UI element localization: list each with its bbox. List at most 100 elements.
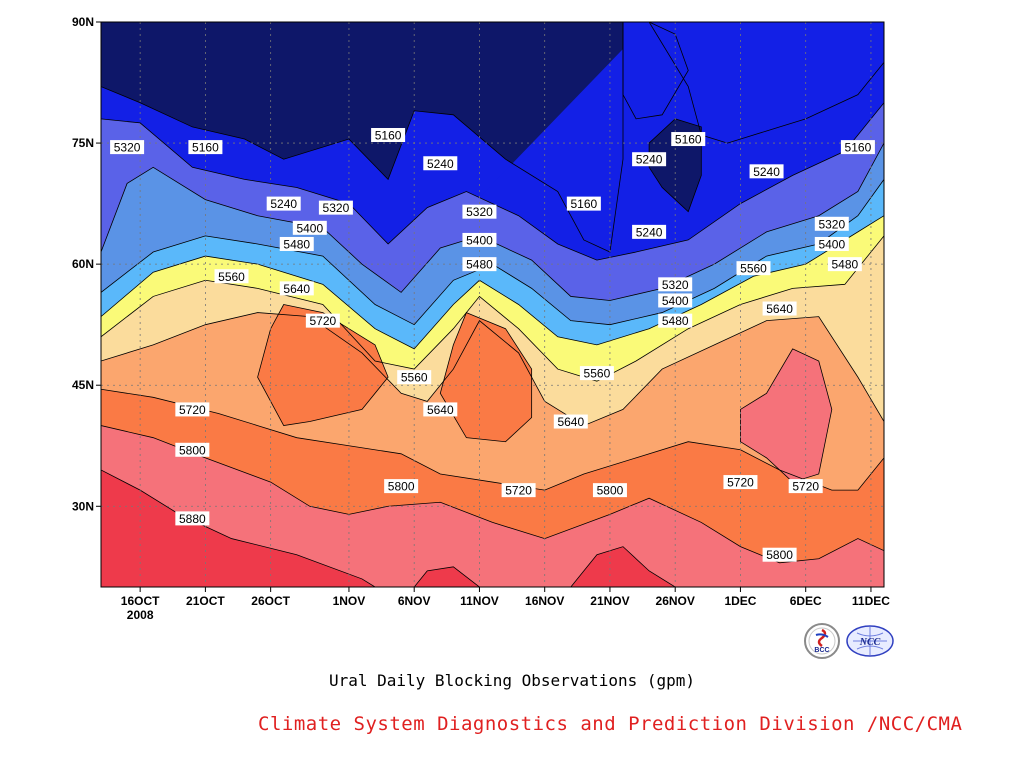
y-tick-label: 60N	[72, 257, 94, 271]
ncc-logo: NCC	[846, 625, 894, 657]
x-tick-label: 6NOV	[398, 594, 431, 608]
contour-label-bg	[671, 132, 706, 147]
contour-label: 5800	[388, 480, 415, 494]
contour-label-bg	[175, 402, 210, 417]
contour-label-bg	[814, 236, 849, 251]
contour-label: 5720	[727, 476, 754, 490]
contour-label: 5160	[375, 129, 402, 143]
contour-label: 5880	[179, 512, 206, 526]
contour-label: 5240	[427, 157, 454, 171]
x-tick-label: 21NOV	[590, 594, 629, 608]
contour-label: 5480	[283, 237, 310, 251]
contour-line-5160	[648, 22, 884, 144]
x-tick-sublabel: 2008	[127, 608, 154, 622]
contour-label: 5160	[845, 141, 872, 155]
plot-frame	[100, 21, 885, 588]
y-tick-label: 75N	[72, 136, 94, 150]
contour-labels: 5320 5160 5240 5320 5160 5240 5400 5480 5560 5640…	[110, 128, 875, 562]
contour-label-bg	[175, 442, 210, 457]
contour-label-bg	[840, 140, 875, 155]
contour-label-bg	[632, 152, 667, 167]
contour-label-bg	[723, 475, 758, 490]
contour-label-bg	[371, 128, 406, 142]
bcc-logo: BCC	[804, 623, 840, 659]
y-tick-label: 30N	[72, 499, 94, 513]
contour-label-bg	[462, 232, 497, 247]
contour-line-5560	[101, 235, 884, 382]
contour-label: 5640	[283, 282, 310, 296]
x-tick-label: 26NOV	[656, 594, 695, 608]
contour-label: 5320	[818, 217, 845, 231]
contour-label: 5240	[753, 165, 780, 179]
contour-label: 5800	[766, 548, 793, 562]
contour-label-bg	[318, 200, 353, 215]
contour-label: 5320	[114, 141, 141, 155]
credit-line: Climate System Diagnostics and Predictio…	[258, 713, 963, 735]
contour-label-bg	[397, 370, 432, 385]
contour-label-bg	[579, 366, 614, 381]
contour-label: 5400	[296, 221, 323, 235]
contour-label-bg	[175, 511, 210, 526]
contour-label: 5720	[505, 484, 532, 498]
y-tick-label: 45N	[72, 378, 94, 392]
contour-label: 5400	[662, 294, 689, 308]
contour-label: 5640	[766, 302, 793, 316]
contour-line-5160	[101, 22, 624, 253]
contour-label: 5320	[662, 278, 689, 292]
chart-title: Ural Daily Blocking Observations (gpm)	[328, 671, 696, 690]
contour-label-bg	[566, 196, 601, 211]
pocket-5880	[570, 546, 676, 587]
contour-line-5800	[101, 425, 884, 564]
x-tick-label: 11NOV	[460, 594, 499, 608]
contour-label-bg	[762, 301, 797, 316]
band-5880	[101, 469, 376, 587]
contour-label-bg	[188, 140, 223, 155]
contour-label-bg	[658, 293, 693, 308]
contour-label-bg	[423, 156, 458, 171]
x-tick-label: 6DEC	[790, 594, 822, 608]
x-tick-label: 11DEC	[852, 594, 890, 608]
contour-label: 5560	[740, 262, 767, 276]
x-tick-label: 16OCT	[121, 594, 160, 608]
contour-label: 5400	[818, 237, 845, 251]
x-tick-label: 1DEC	[724, 594, 756, 608]
contour-fills	[101, 22, 884, 587]
contour-label: 5240	[636, 225, 663, 239]
contour-label-bg	[384, 479, 419, 494]
y-tick-label: 90N	[72, 15, 94, 29]
contour-label-bg	[736, 261, 771, 276]
contour-label-bg	[501, 483, 536, 498]
contour-label-bg	[658, 313, 693, 328]
contour-label-bg	[305, 313, 340, 328]
contour-line-5400	[101, 179, 884, 326]
contour-label-bg	[553, 414, 588, 429]
bcc-logo-text: BCC	[814, 647, 829, 654]
contour-label: 5160	[675, 133, 702, 147]
contour-label: 5800	[597, 484, 624, 498]
contour-label-bg	[827, 257, 862, 272]
contour-label: 5320	[466, 205, 493, 219]
contour-line-5240	[101, 102, 884, 261]
contour-label: 5560	[401, 371, 428, 385]
contour-label: 5640	[557, 415, 584, 429]
contour-label-bg	[110, 140, 145, 155]
contour-line-5640	[101, 312, 884, 427]
contour-label: 5480	[466, 258, 493, 272]
contour-label-bg	[762, 547, 797, 562]
contour-label: 5560	[218, 270, 245, 284]
contour-label-bg	[632, 224, 667, 239]
band-5800	[101, 425, 884, 587]
contour-label: 5320	[323, 201, 350, 215]
x-tick-label: 1NOV	[333, 594, 366, 608]
pocket-5880	[413, 566, 481, 587]
contour-label-bg	[749, 164, 784, 179]
contour-label: 5160	[570, 197, 597, 211]
contour-label-bg	[658, 277, 693, 292]
contour-label-bg	[788, 479, 823, 494]
contour-label: 5240	[270, 197, 297, 211]
contour-label-bg	[279, 236, 314, 251]
x-tick-label: 16NOV	[525, 594, 564, 608]
x-tick-label: 26OCT	[251, 594, 290, 608]
